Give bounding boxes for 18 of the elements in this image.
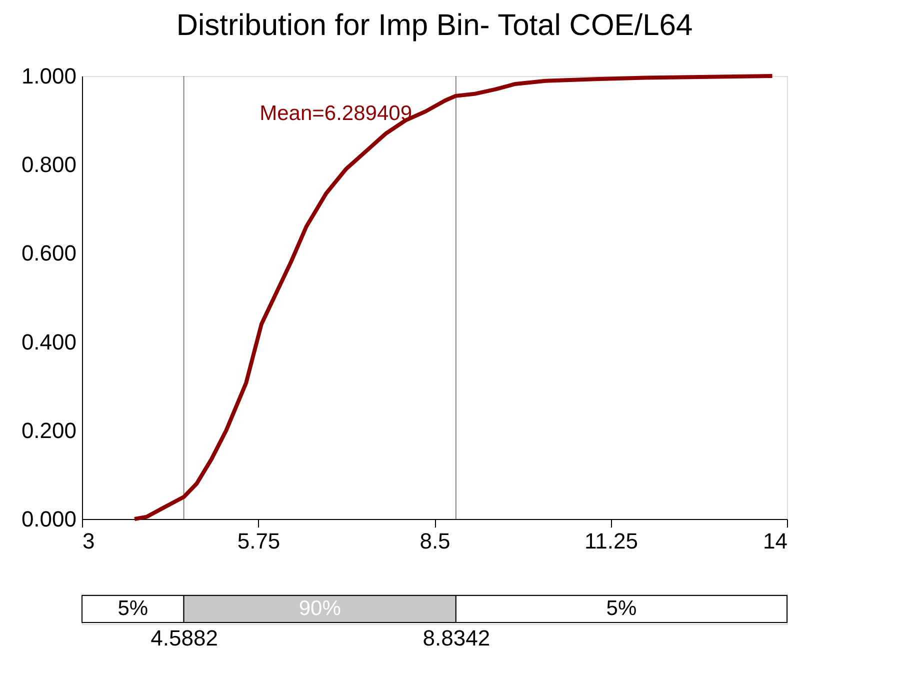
- annotation: Mean=6.289409: [260, 102, 412, 125]
- x-tick-label: 4.5882: [150, 626, 218, 650]
- y-tick-label: 0.400: [21, 329, 76, 354]
- x-tick-label: 8.8342: [422, 626, 490, 650]
- y-tick-label: 0.800: [21, 152, 76, 178]
- annotation: 5%: [118, 597, 148, 620]
- annotation: 5%: [606, 597, 637, 620]
- line-series: [132, 74, 774, 521]
- x-tick-label: 8.5: [420, 528, 450, 554]
- y-tick-label: 0.600: [21, 240, 76, 266]
- x-tick-label: 3: [82, 528, 95, 554]
- y-tick-label: 0.200: [21, 418, 76, 443]
- x-tick-label: 5.75: [237, 528, 280, 554]
- y-tick-label: 1.000: [21, 64, 76, 88]
- x-tick-label: 14: [763, 528, 788, 554]
- y-tick-label: 0.000: [21, 506, 76, 532]
- chart-title: Distribution for Imp Bin- Total COE/L64: [176, 9, 693, 42]
- x-tick-label: 11.25: [584, 528, 638, 554]
